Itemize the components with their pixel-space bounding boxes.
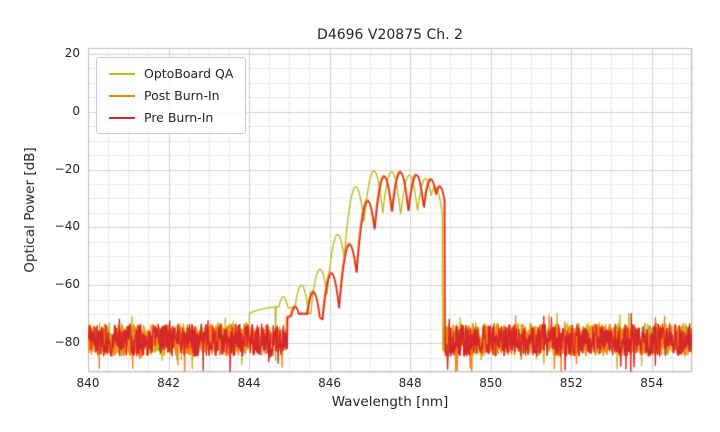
x-tick-label: 846 <box>318 376 342 390</box>
legend-line-swatch <box>109 72 135 75</box>
x-tick-label: 844 <box>237 376 261 390</box>
x-tick-label: 848 <box>398 376 422 390</box>
x-tick-label: 852 <box>559 376 583 390</box>
x-tick-label: 842 <box>157 376 180 390</box>
x-axis-label: Wavelength [nm] <box>331 394 449 410</box>
legend-entry: OptoBoard QA <box>109 66 233 81</box>
y-tick-labels: 20 0 −20 −40 −60 −80 <box>0 0 80 432</box>
y-tick-label: −20 <box>54 161 80 176</box>
legend-entry: Post Burn-In <box>109 88 233 103</box>
x-tick-labels: 840 842 844 846 848 850 852 854 <box>0 376 720 392</box>
legend-label: Post Burn-In <box>144 88 220 103</box>
x-tick-label: 850 <box>479 376 503 390</box>
x-tick-label: 854 <box>640 376 664 390</box>
y-tick-label: 20 <box>64 45 80 60</box>
y-tick-label: 0 <box>72 103 80 118</box>
x-tick-label: 840 <box>76 376 100 390</box>
legend-label: OptoBoard QA <box>144 66 234 81</box>
legend: OptoBoard QA Post Burn-In Pre Burn-In <box>96 57 247 134</box>
y-tick-label: −60 <box>54 277 80 292</box>
legend-label: Pre Burn-In <box>144 110 214 125</box>
y-tick-label: −80 <box>54 335 80 350</box>
legend-line-swatch <box>109 94 135 97</box>
legend-line-swatch <box>109 116 135 119</box>
y-tick-label: −40 <box>54 219 80 234</box>
legend-entry: Pre Burn-In <box>109 110 233 125</box>
chart-title: D4696 V20875 Ch. 2 <box>317 27 463 43</box>
